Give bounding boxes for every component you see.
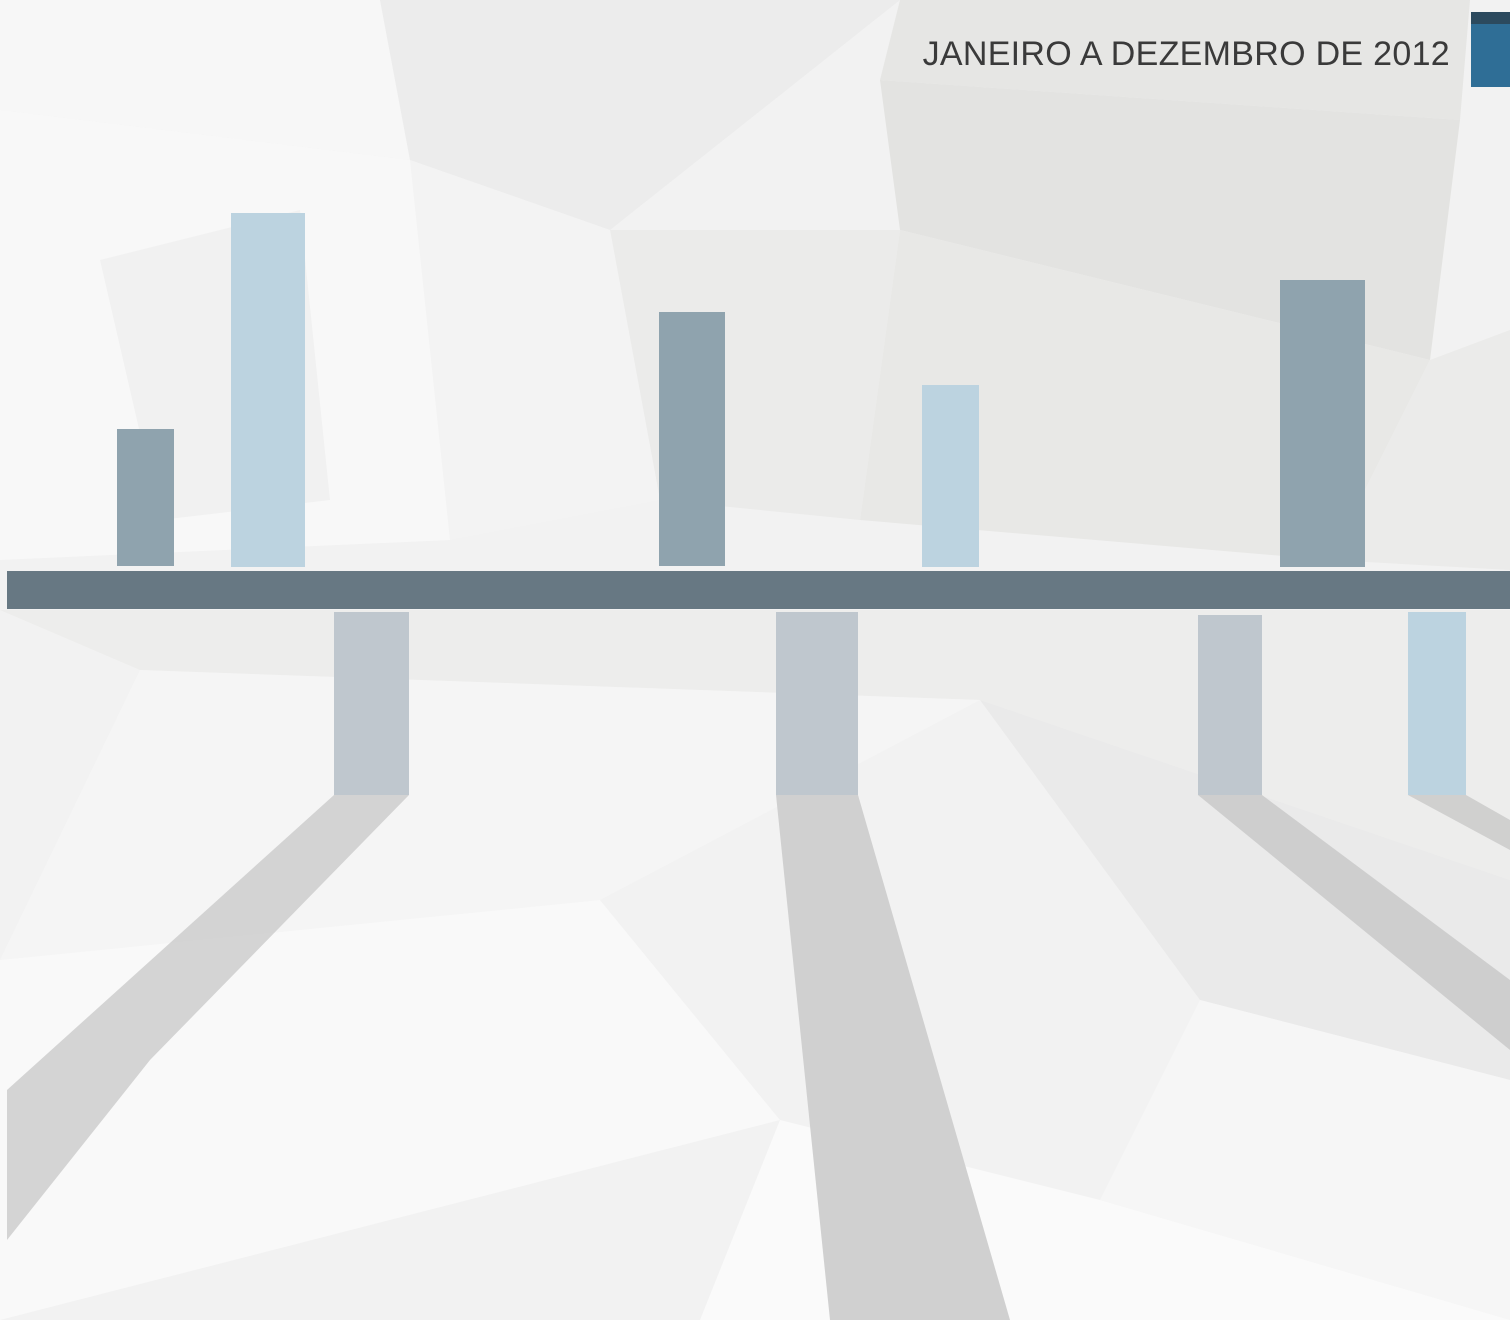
- bar-down-3: [1198, 615, 1262, 795]
- bar-up-1: [117, 429, 174, 566]
- bar-up-4: [922, 385, 979, 567]
- bar-down-2: [776, 612, 858, 795]
- bar-shadow: [776, 795, 1010, 1320]
- bar-shadow: [7, 795, 409, 1240]
- accent-tab: [1471, 12, 1510, 87]
- bar-up-5: [1280, 280, 1365, 567]
- accent-tab-body: [1471, 24, 1510, 87]
- bar-up-2: [231, 213, 305, 567]
- bar-up-3: [659, 312, 725, 566]
- period-title: JANEIRO A DEZEMBRO DE 2012: [922, 35, 1450, 73]
- bar-shadow: [1198, 795, 1510, 1050]
- timeline-baseline: [7, 571, 1510, 609]
- bar-down-1: [334, 612, 409, 795]
- accent-tab-top: [1471, 12, 1510, 24]
- bar-shadow: [1408, 795, 1510, 850]
- bar-down-4: [1408, 612, 1466, 795]
